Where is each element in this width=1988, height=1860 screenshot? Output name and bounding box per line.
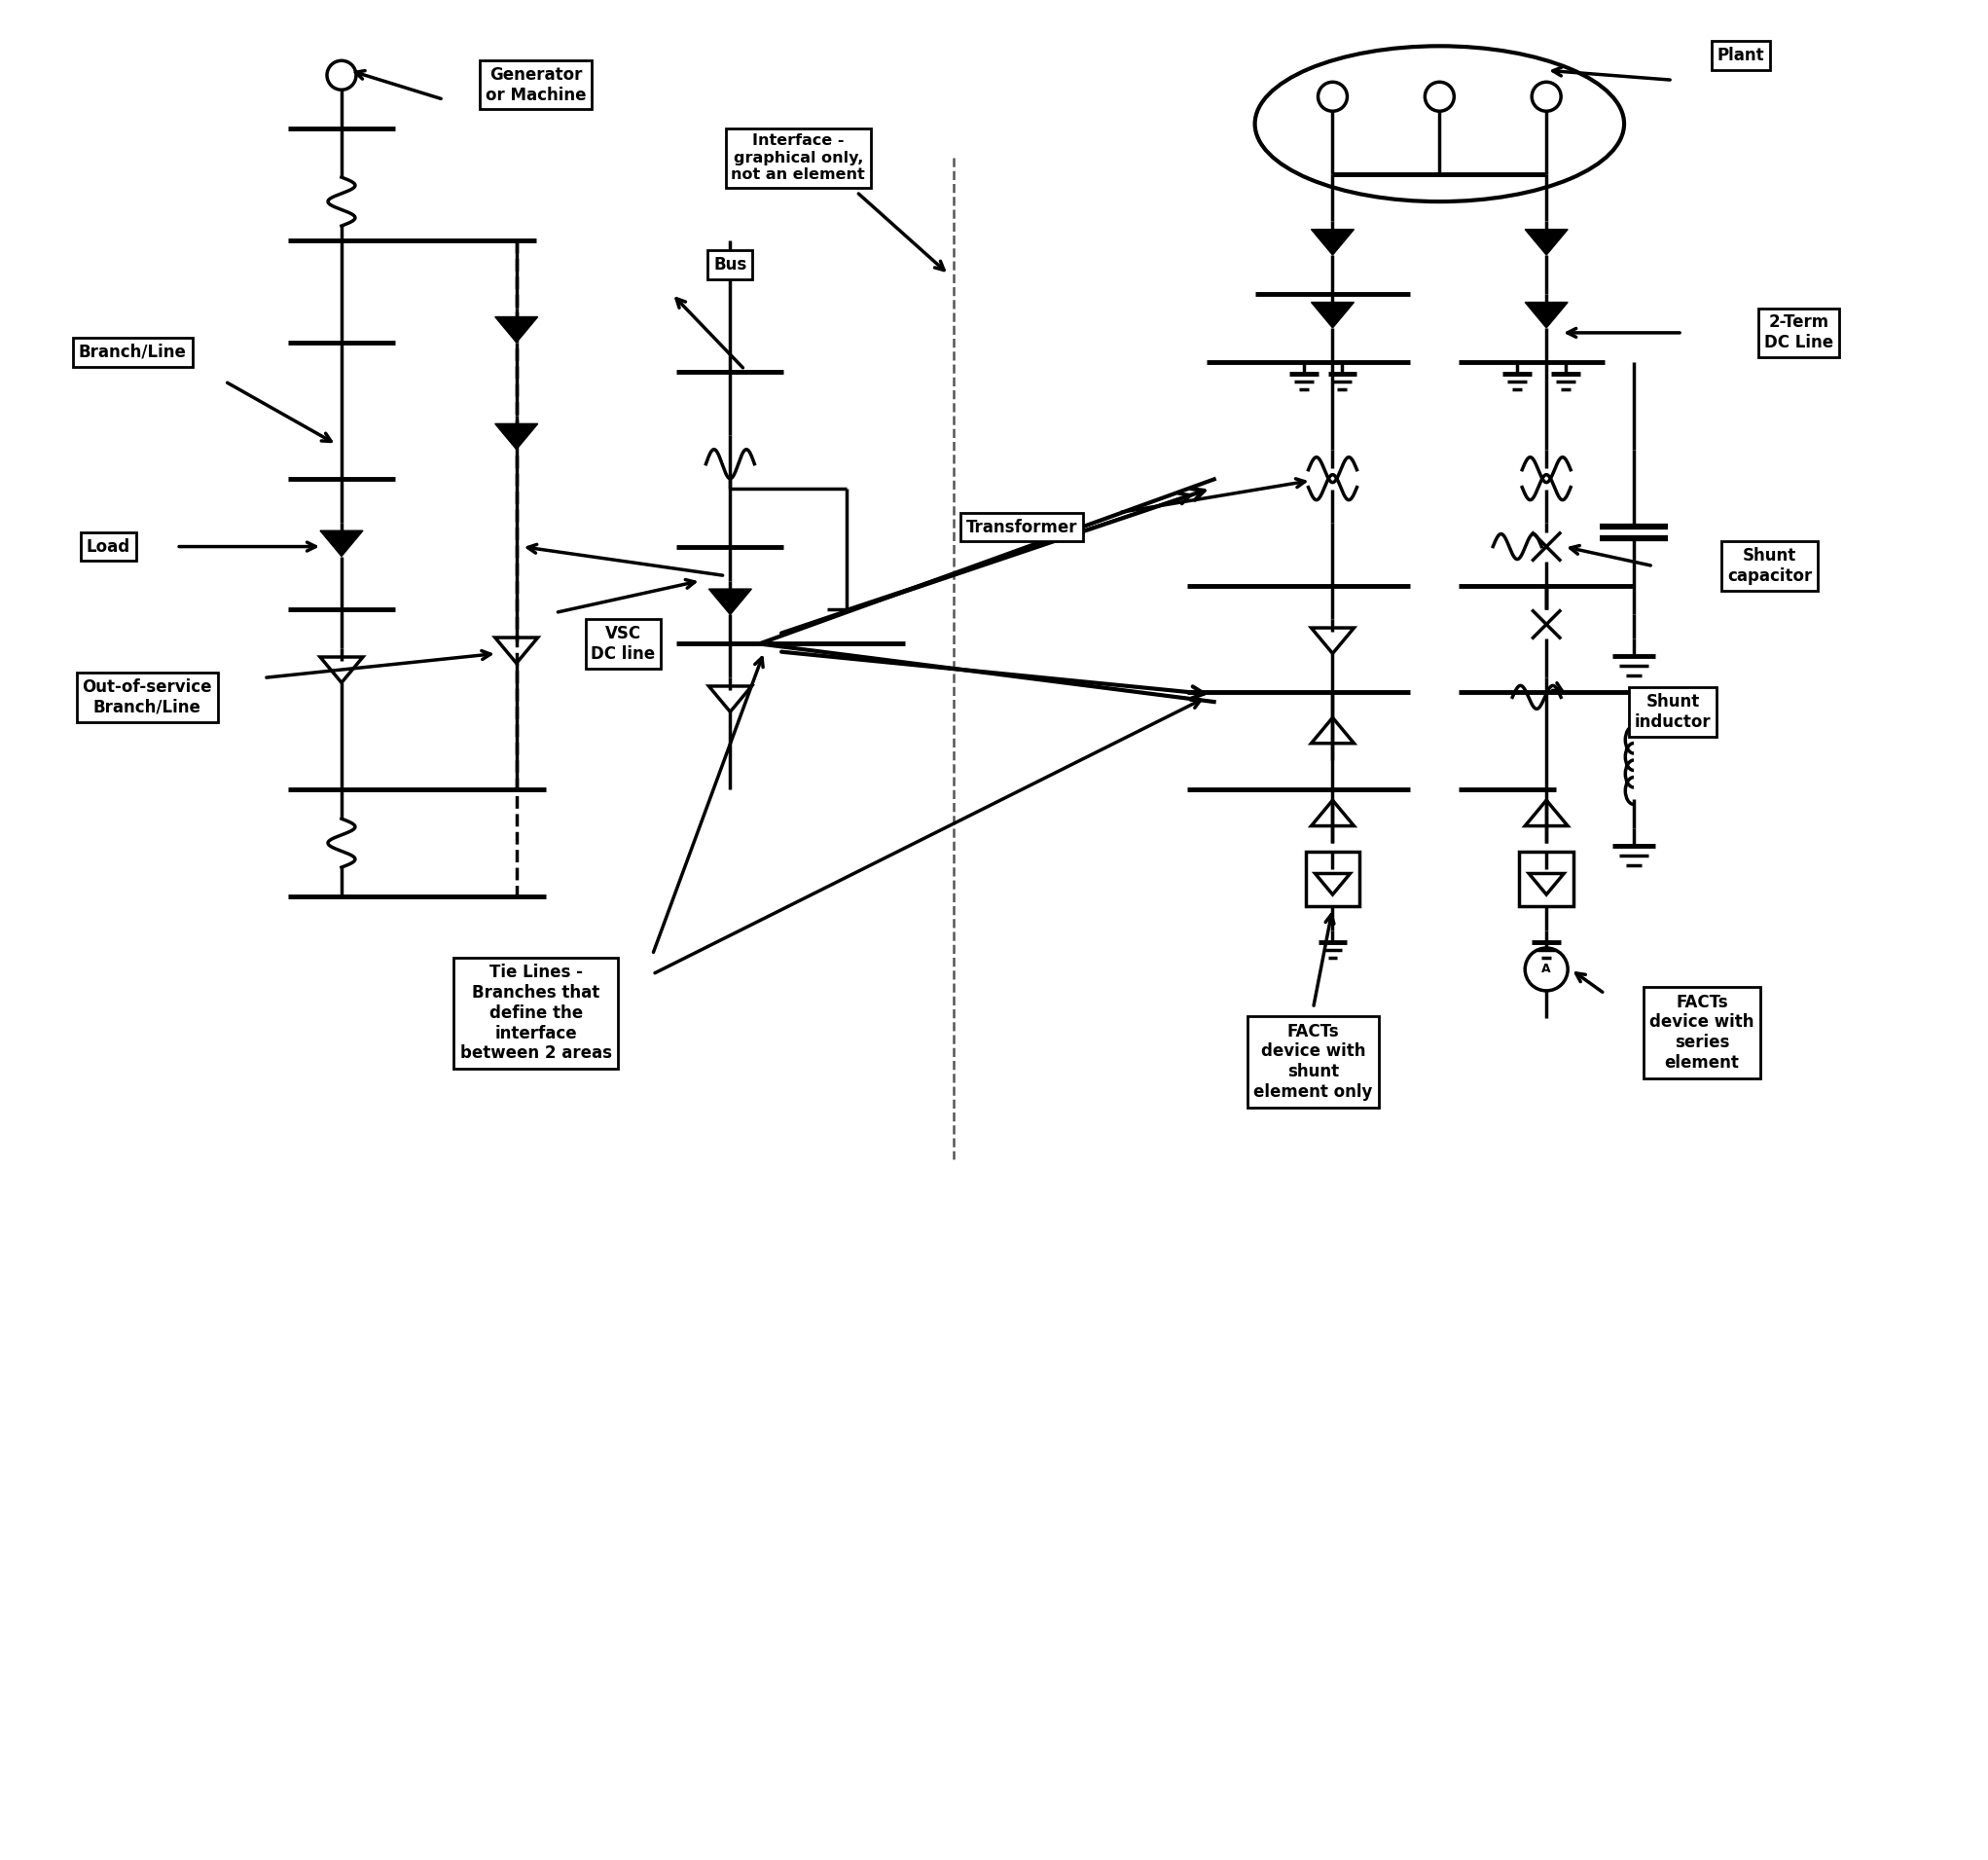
Polygon shape [1525,303,1569,327]
Text: Load: Load [85,538,131,556]
Polygon shape [320,530,364,556]
Text: Shunt
capacitor: Shunt capacitor [1728,547,1813,584]
Polygon shape [1316,874,1350,895]
Polygon shape [495,424,539,450]
Text: Generator
or Machine: Generator or Machine [485,67,586,104]
Text: A: A [1543,963,1551,977]
Text: 2-Term
DC Line: 2-Term DC Line [1765,314,1833,352]
Text: FACTs
device with
series
element: FACTs device with series element [1650,993,1753,1071]
Text: FACTs
device with
shunt
element only: FACTs device with shunt element only [1254,1023,1374,1101]
Polygon shape [1525,229,1569,255]
Text: Interface -
graphical only,
not an element: Interface - graphical only, not an eleme… [732,134,865,182]
Text: Branch/Line: Branch/Line [80,344,187,361]
Polygon shape [1529,874,1565,895]
Text: Plant: Plant [1718,47,1765,65]
Polygon shape [495,316,539,342]
Polygon shape [1312,629,1354,653]
Polygon shape [710,590,751,614]
Text: Shunt
inductor: Shunt inductor [1634,694,1712,731]
Polygon shape [1525,800,1569,826]
Text: Bus: Bus [714,257,747,273]
Text: VSC
DC line: VSC DC line [590,625,656,662]
Polygon shape [1312,800,1354,826]
Polygon shape [710,686,751,712]
Text: Out-of-service
Branch/Line: Out-of-service Branch/Line [82,679,213,716]
FancyBboxPatch shape [1306,852,1360,906]
Polygon shape [320,657,364,683]
Text: Tie Lines -
Branches that
define the
interface
between 2 areas: Tie Lines - Branches that define the int… [459,963,612,1062]
Polygon shape [495,638,539,664]
FancyBboxPatch shape [1519,852,1574,906]
Polygon shape [1312,718,1354,744]
Polygon shape [1312,229,1354,255]
Text: Transformer: Transformer [966,519,1077,536]
Polygon shape [1312,303,1354,327]
